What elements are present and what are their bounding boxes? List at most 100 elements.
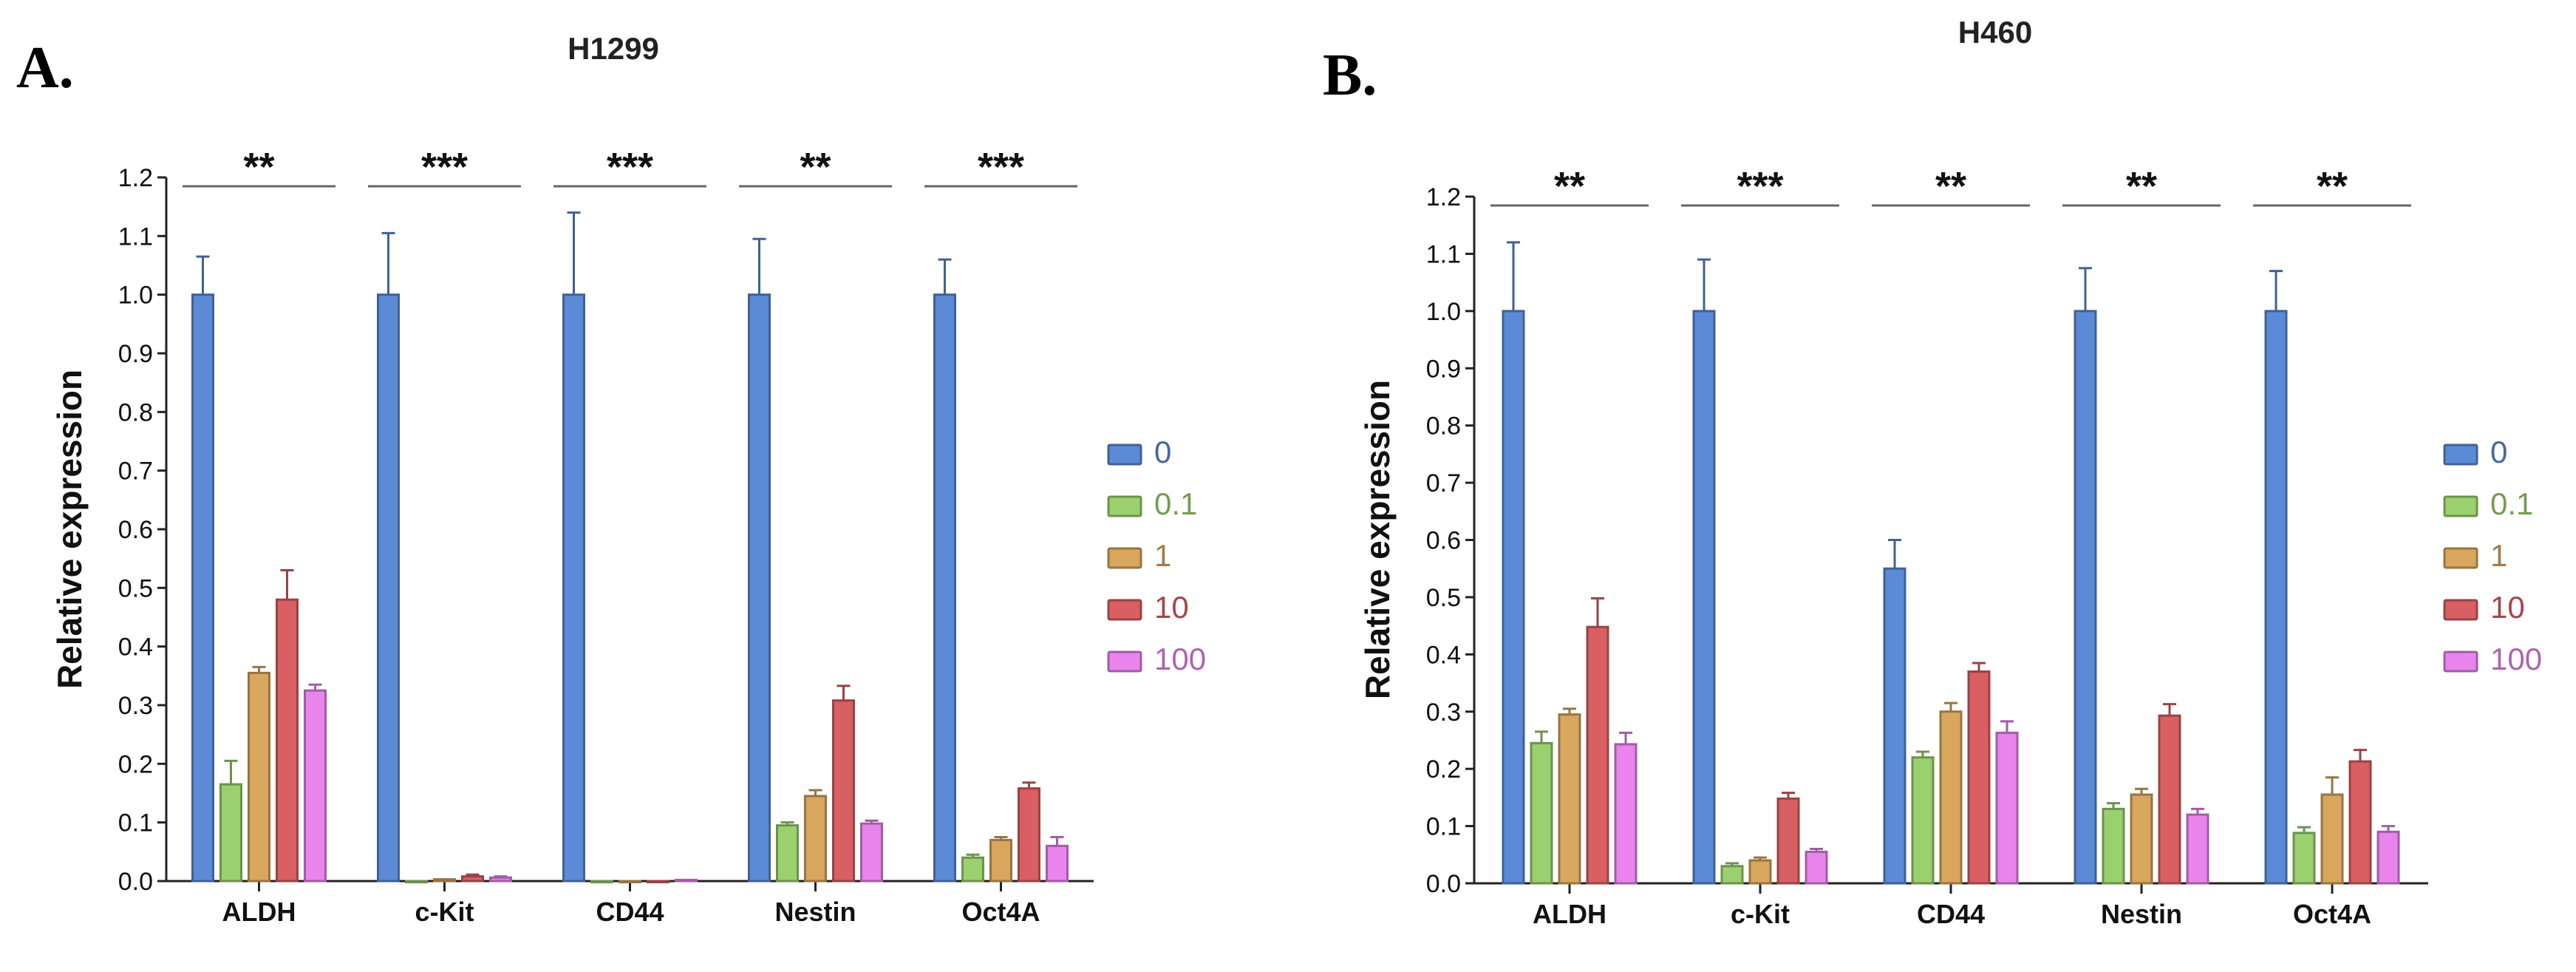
bar-nestin-0	[2074, 310, 2097, 885]
legend-label-1: 1	[1154, 538, 1171, 573]
significance-stars: **	[2126, 164, 2157, 208]
y-tick-label: 1.0	[1426, 298, 1461, 326]
bar-nestin-100	[2186, 813, 2209, 885]
significance-stars: **	[1554, 164, 1585, 208]
y-tick-label: 0.0	[1426, 870, 1461, 898]
chart-title: H460	[1958, 15, 2032, 50]
bar-nestin-0	[748, 293, 771, 883]
bar-aldh-0	[1502, 310, 1525, 885]
y-tick-label: 0.7	[1426, 469, 1461, 497]
panel-letter: B.	[1323, 43, 1377, 108]
bar-oct4a-1	[2320, 793, 2344, 885]
y-tick-label: 0.5	[1426, 584, 1461, 612]
bar-c-kit-100	[489, 876, 512, 883]
legend-swatch-1	[2443, 547, 2478, 569]
y-tick-label: 0.4	[1426, 641, 1461, 669]
x-tick-label: ALDH	[222, 897, 296, 927]
bar-cd44-0	[1883, 567, 1907, 885]
chart-panel-h460: B. H460 0.0 0.1 0.2 0.3 0.4 0.5 0.6 0.7 0.8 0.9 1.0 1…	[1323, 15, 2542, 929]
x-tick-label: Oct4A	[2293, 899, 2371, 929]
bar-nestin-1	[804, 795, 827, 883]
bar-nestin-0.1	[776, 824, 799, 883]
bar-c-kit-0	[1692, 310, 1716, 885]
bar-aldh-100	[304, 689, 327, 883]
x-tick-label: c-Kit	[415, 897, 474, 927]
bar-c-kit-10	[1776, 797, 1800, 885]
bar-c-kit-10	[461, 875, 484, 883]
legend-label-10: 10	[2490, 590, 2525, 625]
bar-nestin-100	[860, 822, 883, 883]
significance-stars: ***	[978, 145, 1024, 189]
y-tick-label: 1.2	[1426, 183, 1461, 211]
bar-c-kit-1	[433, 878, 456, 883]
bar-nestin-1	[2130, 793, 2153, 885]
bar-oct4a-0.1	[961, 856, 984, 883]
y-tick-label: 0.3	[1426, 699, 1461, 727]
legend-label-10: 10	[1154, 590, 1189, 625]
bar-oct4a-0	[2264, 310, 2288, 885]
legend-label-100: 100	[1154, 642, 1206, 676]
y-tick-label: 1.0	[118, 282, 153, 310]
significance-stars: **	[800, 145, 831, 189]
legend-label-0.1: 0.1	[1154, 486, 1197, 521]
y-tick-label: 1.1	[1426, 240, 1461, 268]
y-axis-label: Relative expression	[1358, 380, 1397, 699]
bar-aldh-0.1	[219, 783, 242, 883]
significance-stars: ***	[607, 145, 653, 189]
panel-letter: A.	[16, 35, 74, 101]
legend-label-1: 1	[2490, 538, 2507, 573]
y-tick-label: 0.6	[118, 516, 153, 544]
bar-oct4a-100	[1046, 844, 1069, 883]
chart-panel-h1299: A. H1299 0.0 0.1 0.2 0.3 0.4 0.5 0.6 0.7 0.8 0.9 1.0…	[16, 31, 1206, 927]
bar-aldh-100	[1614, 743, 1638, 885]
legend-swatch-1	[1107, 547, 1142, 569]
legend-swatch-0.1	[2443, 495, 2478, 517]
bar-nestin-0.1	[2102, 807, 2125, 885]
bar-cd44-10	[1967, 670, 1991, 885]
x-tick-label: Nestin	[774, 897, 856, 927]
bar-aldh-10	[1586, 625, 1609, 885]
y-tick-label: 0.2	[1426, 755, 1461, 784]
x-tick-label: CD44	[596, 897, 664, 927]
bar-c-kit-0.1	[1720, 865, 1744, 885]
bar-oct4a-0.1	[2292, 832, 2316, 885]
bar-oct4a-0	[933, 293, 956, 883]
bar-cd44-100	[1995, 731, 2019, 885]
significance-stars: ***	[1737, 164, 1783, 208]
y-tick-label: 0.9	[1426, 355, 1461, 383]
significance-stars: ***	[421, 145, 468, 189]
y-tick-label: 0.3	[118, 692, 153, 720]
y-tick-label: 0.0	[118, 868, 153, 896]
y-tick-label: 0.7	[118, 458, 153, 486]
legend-swatch-10	[2443, 599, 2478, 621]
legend-label-100: 100	[2490, 642, 2542, 676]
legend-label-0: 0	[2490, 435, 2507, 469]
bar-aldh-10	[276, 598, 299, 883]
bar-nestin-10	[2158, 714, 2181, 885]
bar-c-kit-100	[1805, 850, 1828, 885]
legend-swatch-100	[1107, 650, 1142, 673]
significance-stars: **	[243, 145, 274, 189]
bar-c-kit-0.1	[405, 880, 428, 883]
bar-cd44-1	[1939, 710, 1963, 885]
legend-swatch-10	[1107, 599, 1142, 621]
bar-oct4a-10	[1018, 787, 1040, 883]
x-tick-label: ALDH	[1533, 899, 1606, 929]
y-tick-label: 1.2	[118, 164, 153, 192]
legend-swatch-0.1	[1107, 495, 1142, 517]
y-tick-label: 0.2	[118, 750, 153, 778]
y-tick-label: 0.8	[1426, 412, 1461, 441]
bar-oct4a-1	[989, 838, 1012, 883]
bar-c-kit-1	[1748, 859, 1772, 885]
bar-nestin-10	[832, 699, 855, 883]
bar-aldh-0	[191, 293, 214, 883]
bar-aldh-1	[248, 671, 270, 883]
legend-label-0.1: 0.1	[2490, 486, 2533, 521]
bar-aldh-0.1	[1530, 741, 1553, 885]
x-tick-label: Nestin	[2101, 899, 2182, 929]
y-axis-label: Relative expression	[50, 370, 89, 689]
legend-swatch-0	[2443, 443, 2478, 466]
significance-stars: **	[2317, 164, 2348, 208]
